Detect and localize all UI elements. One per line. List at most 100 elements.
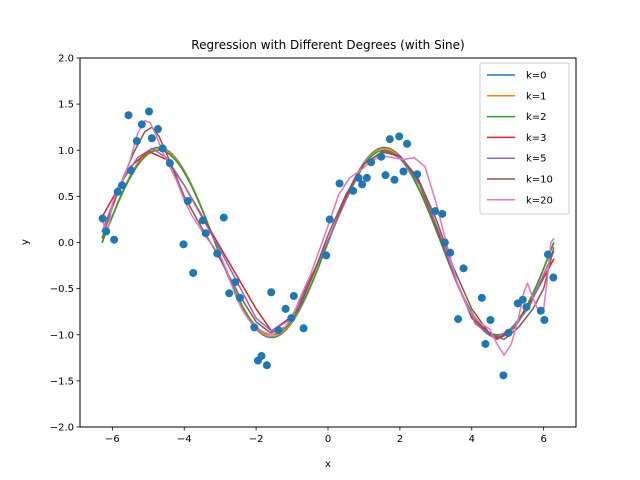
scatter-point xyxy=(477,293,486,302)
scatter-point xyxy=(127,166,136,175)
regression-curves xyxy=(101,119,555,356)
scatter-point xyxy=(102,227,111,236)
chart-title: Regression with Different Degrees (with … xyxy=(191,38,464,52)
y-tick-label: −2.0 xyxy=(50,423,74,434)
scatter-point xyxy=(213,249,222,258)
scatter-point xyxy=(367,158,376,167)
x-axis-label: x xyxy=(325,459,331,470)
scatter-point xyxy=(325,215,334,224)
scatter-point xyxy=(322,251,331,260)
y-tick-label: −1.0 xyxy=(50,330,74,341)
scatter-point xyxy=(362,173,371,182)
scatter-point xyxy=(349,186,358,195)
x-axis: −6 −4 −2 0 2 4 6 xyxy=(105,427,547,445)
scatter-point xyxy=(385,135,394,144)
series-line-k-20 xyxy=(101,119,555,356)
scatter-point xyxy=(287,314,296,323)
scatter-point xyxy=(235,293,244,302)
scatter-point xyxy=(354,173,363,182)
y-tick-label: 0.0 xyxy=(58,238,74,249)
y-tick-label: 0.5 xyxy=(58,192,74,203)
x-tick-label: 0 xyxy=(325,434,331,445)
legend-label: k=10 xyxy=(526,175,553,186)
scatter-point xyxy=(124,111,133,120)
scatter-point xyxy=(183,196,192,205)
scatter-point xyxy=(431,207,440,216)
scatter-point xyxy=(381,171,390,180)
legend-label: k=1 xyxy=(526,91,547,102)
scatter-point xyxy=(250,323,259,332)
x-tick-label: 4 xyxy=(469,434,475,445)
x-tick-label: −2 xyxy=(249,434,264,445)
scatter-point xyxy=(486,315,495,324)
scatter-point xyxy=(132,137,141,146)
scatter-point xyxy=(403,139,412,148)
scatter-point xyxy=(219,213,228,222)
scatter-point xyxy=(257,351,266,360)
scatter-point xyxy=(281,304,290,313)
y-tick-label: −0.5 xyxy=(50,284,74,295)
y-tick-label: 1.5 xyxy=(58,100,74,111)
scatter-point xyxy=(165,159,174,168)
scatter-point xyxy=(158,144,167,153)
scatter-point xyxy=(299,324,308,333)
scatter-point xyxy=(390,175,399,184)
scatter-point xyxy=(98,214,107,223)
legend: k=0 k=1 k=2 k=3 k=5 k=10 k=20 xyxy=(479,62,570,215)
x-tick-label: −6 xyxy=(105,434,120,445)
legend-label: k=3 xyxy=(526,133,547,144)
legend-label: k=20 xyxy=(526,195,553,206)
scatter-point xyxy=(438,209,447,218)
legend-label: k=5 xyxy=(526,154,547,165)
scatter-point xyxy=(540,315,549,324)
x-tick-label: 6 xyxy=(540,434,546,445)
scatter-point xyxy=(153,125,162,134)
scatter-points xyxy=(98,107,558,380)
scatter-point xyxy=(110,235,119,244)
y-axis-label: y xyxy=(20,239,31,245)
plot-area xyxy=(98,107,558,380)
scatter-point xyxy=(358,180,367,189)
scatter-point xyxy=(459,264,468,273)
scatter-point xyxy=(289,292,298,300)
scatter-point xyxy=(413,170,422,179)
scatter-point xyxy=(225,289,234,298)
scatter-point xyxy=(147,134,156,143)
scatter-point xyxy=(231,278,240,287)
legend-label: k=2 xyxy=(526,112,547,123)
scatter-point xyxy=(274,326,283,335)
scatter-point xyxy=(549,273,558,282)
scatter-point xyxy=(137,120,146,129)
y-tick-label: 1.0 xyxy=(58,146,74,157)
scatter-point xyxy=(377,152,386,161)
scatter-point xyxy=(499,371,508,380)
scatter-point xyxy=(518,295,527,304)
scatter-point xyxy=(481,339,490,348)
scatter-point xyxy=(543,250,552,259)
y-axis: −2.0 −1.5 −1.0 −0.5 0.0 0.5 1.0 1.5 2.0 xyxy=(50,54,80,434)
scatter-point xyxy=(201,229,210,238)
x-tick-label: −4 xyxy=(177,434,192,445)
legend-label: k=0 xyxy=(526,71,547,82)
scatter-point xyxy=(267,288,276,297)
scatter-point xyxy=(198,216,207,225)
scatter-point xyxy=(145,107,154,116)
y-tick-label: 2.0 xyxy=(58,54,74,65)
scatter-point xyxy=(395,132,404,141)
scatter-point xyxy=(440,238,449,247)
scatter-point xyxy=(446,248,455,257)
scatter-point xyxy=(118,181,127,190)
scatter-point xyxy=(113,187,122,196)
scatter-point xyxy=(262,361,271,370)
legend-box xyxy=(479,62,570,215)
scatter-point xyxy=(335,179,344,188)
scatter-point xyxy=(399,167,408,176)
y-tick-label: −1.5 xyxy=(50,376,74,387)
scatter-point xyxy=(522,303,531,312)
scatter-point xyxy=(179,240,188,249)
scatter-point xyxy=(189,268,198,277)
x-tick-label: 2 xyxy=(397,434,403,445)
scatter-point xyxy=(454,315,463,324)
scatter-point xyxy=(536,306,545,315)
